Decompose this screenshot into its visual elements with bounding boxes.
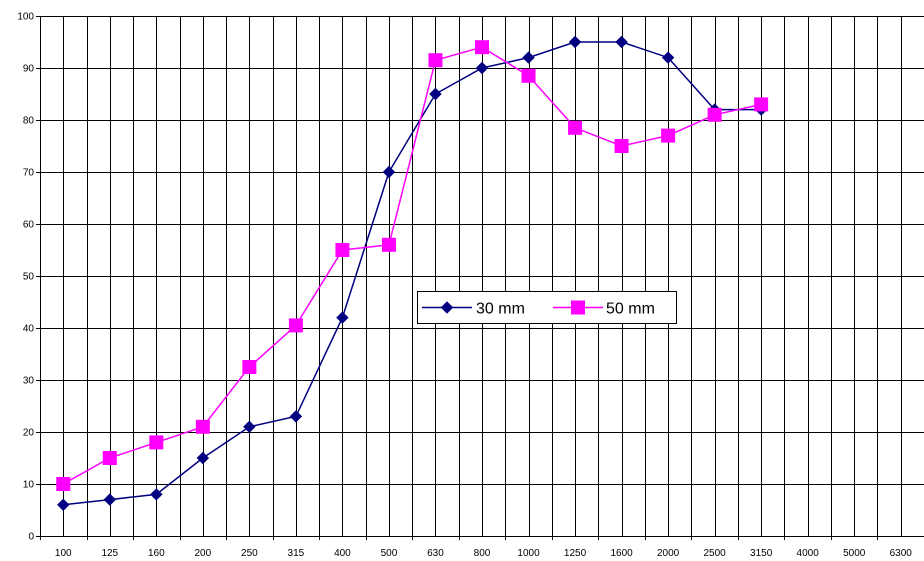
data-point-0: [336, 311, 349, 324]
data-point-0: [568, 35, 582, 49]
y-tick-label: 40: [23, 324, 35, 335]
series-markers: [56, 35, 769, 512]
x-tick-label: 3150: [750, 548, 773, 559]
x-tick-labels: 100 125 160 200 250 315 400 500 630 800 1000 1250 16…: [55, 548, 912, 559]
x-tick-label: 500: [381, 548, 398, 559]
data-point-1: [381, 237, 396, 252]
data-point-1: [56, 477, 71, 491]
data-point-0: [57, 498, 70, 512]
y-tick-label: 10: [23, 480, 35, 491]
legend: 30 mm 50 mm: [417, 291, 677, 324]
legend-marker-50mm: [571, 300, 585, 315]
data-point-0: [243, 420, 256, 434]
x-tick-label: 100: [55, 548, 72, 559]
data-point-1: [614, 139, 629, 153]
x-tick-label: 160: [148, 548, 165, 559]
x-tick-label: 4000: [797, 548, 820, 559]
data-point-1: [475, 40, 489, 55]
data-point-1: [521, 68, 536, 83]
y-tick-label: 80: [23, 116, 35, 127]
y-tick-label: 30: [23, 376, 35, 387]
x-tick-label: 630: [427, 548, 444, 559]
data-point-1: [754, 97, 769, 112]
y-tick-labels: 0 10 20 30 40 50 60 70 80 90 100: [17, 12, 34, 543]
data-point-0: [103, 493, 116, 506]
legend-label-30mm: 30 mm: [476, 301, 525, 318]
x-tick-label: 1000: [517, 548, 540, 559]
data-point-0: [615, 35, 628, 49]
series-line-0: [63, 41, 762, 506]
y-tick-label: 20: [23, 428, 35, 439]
y-tick-label: 70: [23, 168, 35, 179]
data-point-1: [335, 243, 350, 257]
y-tick-label: 100: [17, 12, 34, 23]
axes: [36, 16, 924, 540]
legend-marker-30mm: [440, 301, 454, 314]
x-tick-label: 1250: [564, 548, 587, 559]
y-tick-label: 90: [23, 64, 35, 75]
data-point-0: [150, 488, 163, 501]
series-line-1: [62, 46, 762, 485]
data-point-0: [196, 451, 210, 465]
data-point-1: [568, 120, 583, 135]
x-tick-label: 1600: [610, 548, 633, 559]
legend-label-50mm: 50 mm: [606, 301, 655, 318]
x-tick-label: 5000: [843, 548, 866, 559]
x-tick-label: 2500: [704, 548, 727, 559]
legend-marker-shape: [571, 300, 585, 315]
data-point-1: [661, 128, 676, 143]
data-point-1: [195, 419, 210, 434]
x-tick-label: 6300: [890, 548, 913, 559]
data-point-0: [475, 61, 489, 75]
y-tick-label: 60: [23, 220, 35, 231]
x-tick-label: 315: [288, 548, 305, 559]
data-point-1: [428, 53, 443, 68]
data-point-1: [288, 318, 303, 333]
data-point-0: [522, 51, 535, 64]
data-point-1: [149, 435, 164, 450]
x-tick-label: 400: [334, 548, 351, 559]
legend-marker-shape: [440, 301, 454, 314]
data-point-0: [661, 51, 675, 64]
data-point-1: [102, 451, 117, 465]
y-tick-label: 0: [28, 532, 34, 543]
data-point-0: [429, 87, 442, 101]
x-tick-label: 200: [194, 548, 211, 559]
data-point-1: [242, 360, 257, 374]
data-point-1: [707, 107, 722, 122]
data-point-0: [382, 165, 396, 179]
x-tick-label: 2000: [657, 548, 680, 559]
series-lines: [62, 41, 762, 506]
y-tick-label: 50: [23, 272, 35, 283]
x-tick-label: 250: [241, 548, 258, 559]
x-tick-label: 125: [101, 548, 118, 559]
data-point-0: [289, 410, 303, 423]
x-tick-label: 800: [474, 548, 491, 559]
